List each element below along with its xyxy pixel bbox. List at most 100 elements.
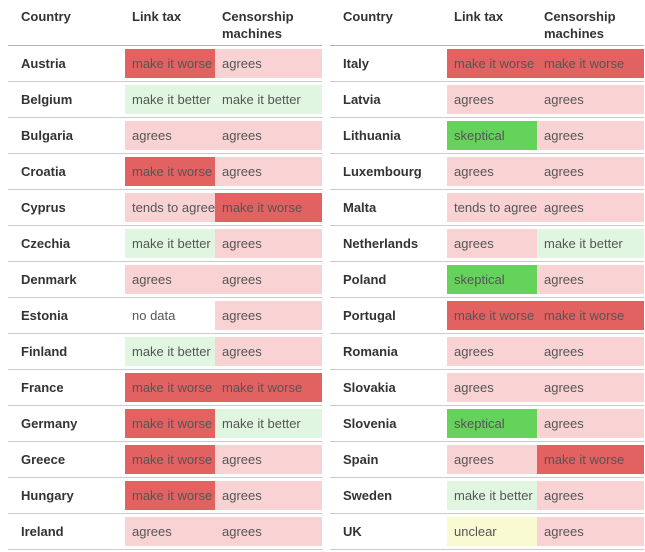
country-cell: Cyprus bbox=[8, 193, 125, 222]
column-header-censorship-machines: Censorship machines bbox=[544, 9, 616, 41]
column-header-country: Country bbox=[21, 9, 71, 24]
table-row: Belgium make it better make it better bbox=[8, 82, 322, 118]
link-tax-cell: agrees bbox=[125, 121, 215, 150]
table-row: Finland make it better agrees bbox=[8, 334, 322, 370]
country-cell: Belgium bbox=[8, 85, 125, 114]
link-tax-cell: make it worse bbox=[125, 49, 215, 78]
censorship-cell: make it better bbox=[215, 409, 322, 438]
table-row: Italy make it worse make it worse bbox=[330, 46, 644, 82]
table-body: Austria make it worse agrees Belgium make it… bbox=[8, 46, 322, 550]
link-tax-cell: no data bbox=[125, 301, 215, 330]
censorship-cell: agrees bbox=[215, 265, 322, 294]
table-row: Lithuania skeptical agrees bbox=[330, 118, 644, 154]
censorship-cell: agrees bbox=[215, 517, 322, 546]
censorship-cell: agrees bbox=[215, 337, 322, 366]
censorship-cell: make it better bbox=[537, 229, 644, 258]
link-tax-cell: make it better bbox=[125, 229, 215, 258]
censorship-cell: agrees bbox=[215, 49, 322, 78]
link-tax-cell: unclear bbox=[447, 517, 537, 546]
country-cell: Luxembourg bbox=[330, 157, 447, 186]
country-cell: Hungary bbox=[8, 481, 125, 510]
country-cell: Poland bbox=[330, 265, 447, 294]
censorship-cell: agrees bbox=[537, 517, 644, 546]
table-row: Sweden make it better agrees bbox=[330, 478, 644, 514]
table-body: Italy make it worse make it worse Latvia agr… bbox=[330, 46, 644, 550]
country-cell: Malta bbox=[330, 193, 447, 222]
table-row: Denmark agrees agrees bbox=[8, 262, 322, 298]
censorship-cell: agrees bbox=[215, 121, 322, 150]
country-cell: Lithuania bbox=[330, 121, 447, 150]
link-tax-cell: tends to agree bbox=[125, 193, 215, 222]
censorship-cell: agrees bbox=[537, 121, 644, 150]
table-row: Cyprus tends to agree make it worse bbox=[8, 190, 322, 226]
link-tax-cell: make it worse bbox=[125, 445, 215, 474]
country-cell: Sweden bbox=[330, 481, 447, 510]
country-cell: Austria bbox=[8, 49, 125, 78]
table-header: Country Link tax Censorship machines bbox=[330, 6, 644, 46]
country-cell: Slovenia bbox=[330, 409, 447, 438]
link-tax-cell: make it better bbox=[125, 337, 215, 366]
censorship-cell: agrees bbox=[537, 193, 644, 222]
table-row: Latvia agrees agrees bbox=[330, 82, 644, 118]
link-tax-cell: agrees bbox=[447, 445, 537, 474]
country-cell: Italy bbox=[330, 49, 447, 78]
table-row: Hungary make it worse agrees bbox=[8, 478, 322, 514]
censorship-cell: make it worse bbox=[537, 445, 644, 474]
table-row: Slovakia agrees agrees bbox=[330, 370, 644, 406]
country-cell: Latvia bbox=[330, 85, 447, 114]
country-cell: Slovakia bbox=[330, 373, 447, 402]
country-cell: France bbox=[8, 373, 125, 402]
censorship-cell: agrees bbox=[537, 481, 644, 510]
link-tax-cell: make it worse bbox=[447, 49, 537, 78]
censorship-cell: agrees bbox=[215, 157, 322, 186]
link-tax-cell: make it better bbox=[125, 85, 215, 114]
column-header-link-tax: Link tax bbox=[454, 9, 504, 24]
country-cell: Portugal bbox=[330, 301, 447, 330]
country-cell: Estonia bbox=[8, 301, 125, 330]
country-cell: Germany bbox=[8, 409, 125, 438]
table-row: Germany make it worse make it better bbox=[8, 406, 322, 442]
link-tax-cell: agrees bbox=[447, 85, 537, 114]
censorship-cell: agrees bbox=[215, 445, 322, 474]
countries-table-left: Country Link tax Censorship machines Aus… bbox=[8, 6, 322, 550]
link-tax-cell: agrees bbox=[447, 157, 537, 186]
table-row: Malta tends to agree agrees bbox=[330, 190, 644, 226]
link-tax-cell: make it worse bbox=[447, 301, 537, 330]
censorship-cell: agrees bbox=[537, 373, 644, 402]
country-cell: Bulgaria bbox=[8, 121, 125, 150]
censorship-cell: agrees bbox=[215, 481, 322, 510]
countries-table-right: Country Link tax Censorship machines Ita… bbox=[330, 6, 644, 550]
link-tax-cell: make it worse bbox=[125, 157, 215, 186]
censorship-cell: agrees bbox=[537, 157, 644, 186]
table-row: UK unclear agrees bbox=[330, 514, 644, 550]
table-row: Slovenia skeptical agrees bbox=[330, 406, 644, 442]
link-tax-cell: make it better bbox=[447, 481, 537, 510]
country-cell: Greece bbox=[8, 445, 125, 474]
link-tax-cell: agrees bbox=[447, 373, 537, 402]
table-row: Ireland agrees agrees bbox=[8, 514, 322, 550]
link-tax-cell: agrees bbox=[125, 517, 215, 546]
link-tax-cell: agrees bbox=[125, 265, 215, 294]
censorship-cell: make it worse bbox=[537, 49, 644, 78]
link-tax-cell: make it worse bbox=[125, 373, 215, 402]
table-row: Portugal make it worse make it worse bbox=[330, 298, 644, 334]
censorship-cell: agrees bbox=[215, 229, 322, 258]
link-tax-cell: skeptical bbox=[447, 121, 537, 150]
table-row: Czechia make it better agrees bbox=[8, 226, 322, 262]
link-tax-cell: skeptical bbox=[447, 409, 537, 438]
table-row: Luxembourg agrees agrees bbox=[330, 154, 644, 190]
censorship-cell: agrees bbox=[537, 409, 644, 438]
table-row: Estonia no data agrees bbox=[8, 298, 322, 334]
censorship-cell: make it better bbox=[215, 85, 322, 114]
country-cell: Spain bbox=[330, 445, 447, 474]
column-header-censorship-machines: Censorship machines bbox=[222, 9, 294, 41]
table-header: Country Link tax Censorship machines bbox=[8, 6, 322, 46]
link-tax-cell: agrees bbox=[447, 337, 537, 366]
link-tax-cell: agrees bbox=[447, 229, 537, 258]
table-row: Spain agrees make it worse bbox=[330, 442, 644, 478]
country-cell: Denmark bbox=[8, 265, 125, 294]
country-cell: Finland bbox=[8, 337, 125, 366]
censorship-cell: make it worse bbox=[215, 193, 322, 222]
link-tax-cell: tends to agree bbox=[447, 193, 537, 222]
